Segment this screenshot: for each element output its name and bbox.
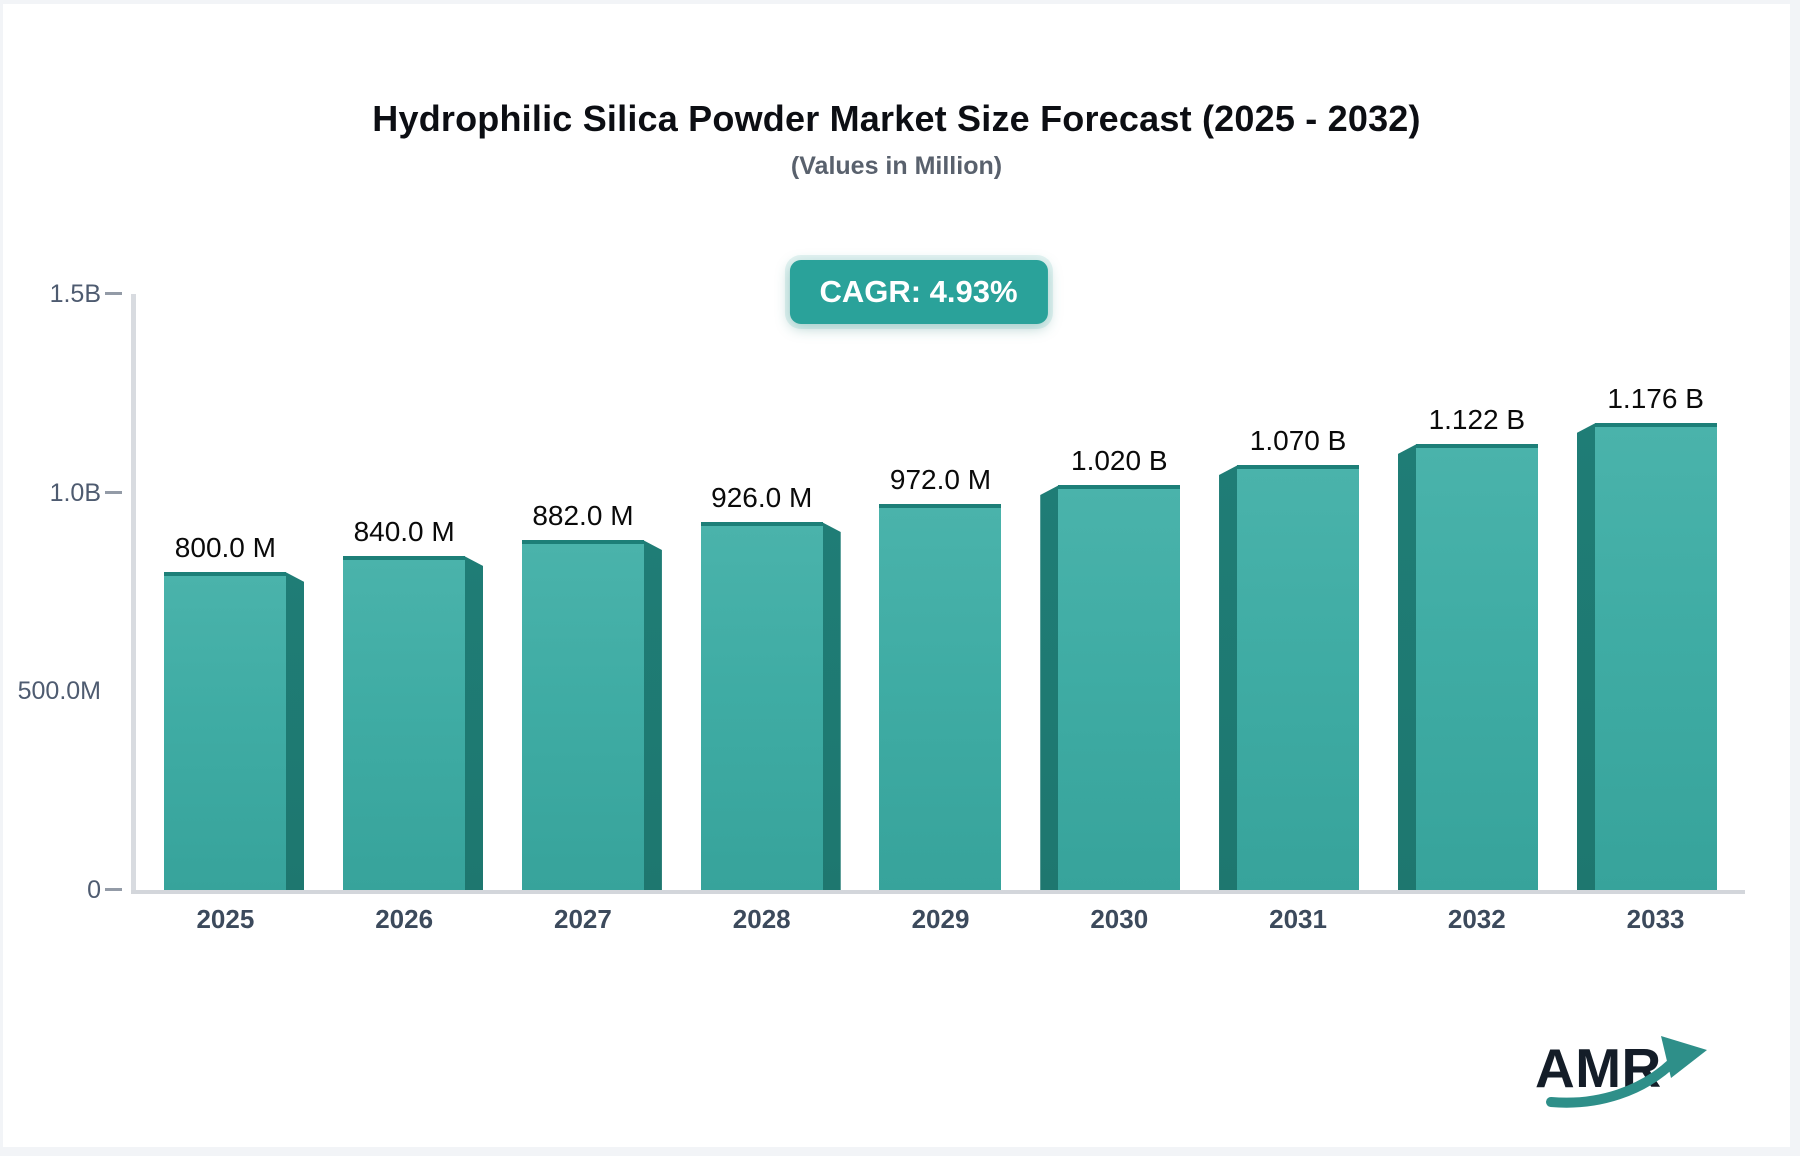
bar-value-label-2029: 972.0 M <box>889 464 992 495</box>
bar-column-2031[interactable]: 1.070 B <box>1209 294 1388 890</box>
x-axis-label-2029: 2029 <box>911 904 970 934</box>
bar-side-face-2031 <box>1219 465 1239 890</box>
x-axis-label-2027: 2027 <box>554 904 612 934</box>
bar-front-2032[interactable] <box>1415 444 1538 890</box>
bar-value-label-2028: 926.0 M <box>711 482 813 513</box>
bar-front-2028[interactable] <box>700 522 823 890</box>
bar-value-label-2033: 1.176 B <box>1607 383 1704 414</box>
chart-title: Hydrophilic Silica Powder Market Size Fo… <box>372 98 1421 139</box>
bar-value-label-2025: 800.0 M <box>174 532 276 563</box>
bar-front-2030[interactable] <box>1058 485 1181 890</box>
y-tick-label-500.0M: 500.0M <box>17 677 101 706</box>
x-axis-label-2025: 2025 <box>196 904 255 934</box>
bar-front-2031[interactable] <box>1237 465 1360 890</box>
bar-column-2028[interactable]: 926.0 M <box>672 294 851 890</box>
x-axis-label-2032: 2032 <box>1447 904 1506 934</box>
y-tick-mark-1.0B <box>105 490 122 494</box>
y-tick-label-1.5B: 1.5B <box>49 280 101 308</box>
bar-value-label-2031: 1.070 B <box>1249 425 1347 456</box>
chart-card: Hydrophilic Silica Powder Market Size Fo… <box>3 4 1790 1147</box>
bar-column-2025[interactable]: 800.0 M <box>136 294 315 890</box>
bar-value-label-2027: 882.0 M <box>532 500 634 531</box>
bar-front-2033[interactable] <box>1594 423 1717 890</box>
bar-front-2026[interactable] <box>343 556 466 890</box>
bar-side-face-2032 <box>1397 444 1417 890</box>
x-axis-label-2026: 2026 <box>375 904 434 934</box>
y-axis-line <box>131 294 136 892</box>
bar-side-face-2030 <box>1040 485 1060 890</box>
y-tick-label-0: 0 <box>87 876 101 904</box>
trend-up-arrow-icon <box>1546 1036 1707 1108</box>
y-tick-mark-1.5B <box>105 292 122 295</box>
chart-subtitle: (Values in Million) <box>790 152 1003 180</box>
bar-front-2029[interactable] <box>879 504 1002 890</box>
bar-column-2032[interactable]: 1.122 B <box>1387 294 1566 890</box>
y-tick-label-1.0B: 1.0B <box>49 478 101 507</box>
bar-column-2026[interactable]: 840.0 M <box>315 294 494 890</box>
x-axis-line <box>131 890 1745 894</box>
bar-side-face-2027 <box>642 540 662 890</box>
bar-front-2025[interactable] <box>164 572 287 890</box>
bar-column-2029[interactable]: 972.0 M <box>851 294 1030 890</box>
x-axis-labels: 2025 2026 2027 2028 2029 2030 2031 2032 2033 <box>136 904 1745 944</box>
plot-area: 800.0 M 840.0 M 882.0 M 926.0 M 972.0 M 1.020… <box>136 294 1745 890</box>
bar-side-face-2025 <box>285 572 305 890</box>
bar-value-label-2030: 1.020 B <box>1071 445 1168 476</box>
bar-value-label-2026: 840.0 M <box>353 516 455 547</box>
x-axis-label-2028: 2028 <box>732 904 791 934</box>
y-tick-mark-0 <box>105 888 122 891</box>
bar-side-face-2026 <box>464 556 484 890</box>
bar-value-label-2032: 1.122 B <box>1428 404 1526 435</box>
amr-logo: AMR <box>1531 1030 1721 1116</box>
cagr-badge: CAGR: 4.93% <box>789 260 1048 324</box>
bar-side-face-2028 <box>821 522 841 890</box>
x-axis-label-2030: 2030 <box>1090 904 1149 934</box>
bar-front-2027[interactable] <box>521 540 644 890</box>
bar-column-2033[interactable]: 1.176 B <box>1566 294 1745 890</box>
x-axis-label-2033: 2033 <box>1626 904 1685 934</box>
bar-side-face-2033 <box>1576 423 1596 890</box>
bar-column-2027[interactable]: 882.0 M <box>494 294 673 890</box>
x-axis-label-2031: 2031 <box>1269 904 1327 934</box>
bar-column-2030[interactable]: 1.020 B <box>1030 294 1209 890</box>
